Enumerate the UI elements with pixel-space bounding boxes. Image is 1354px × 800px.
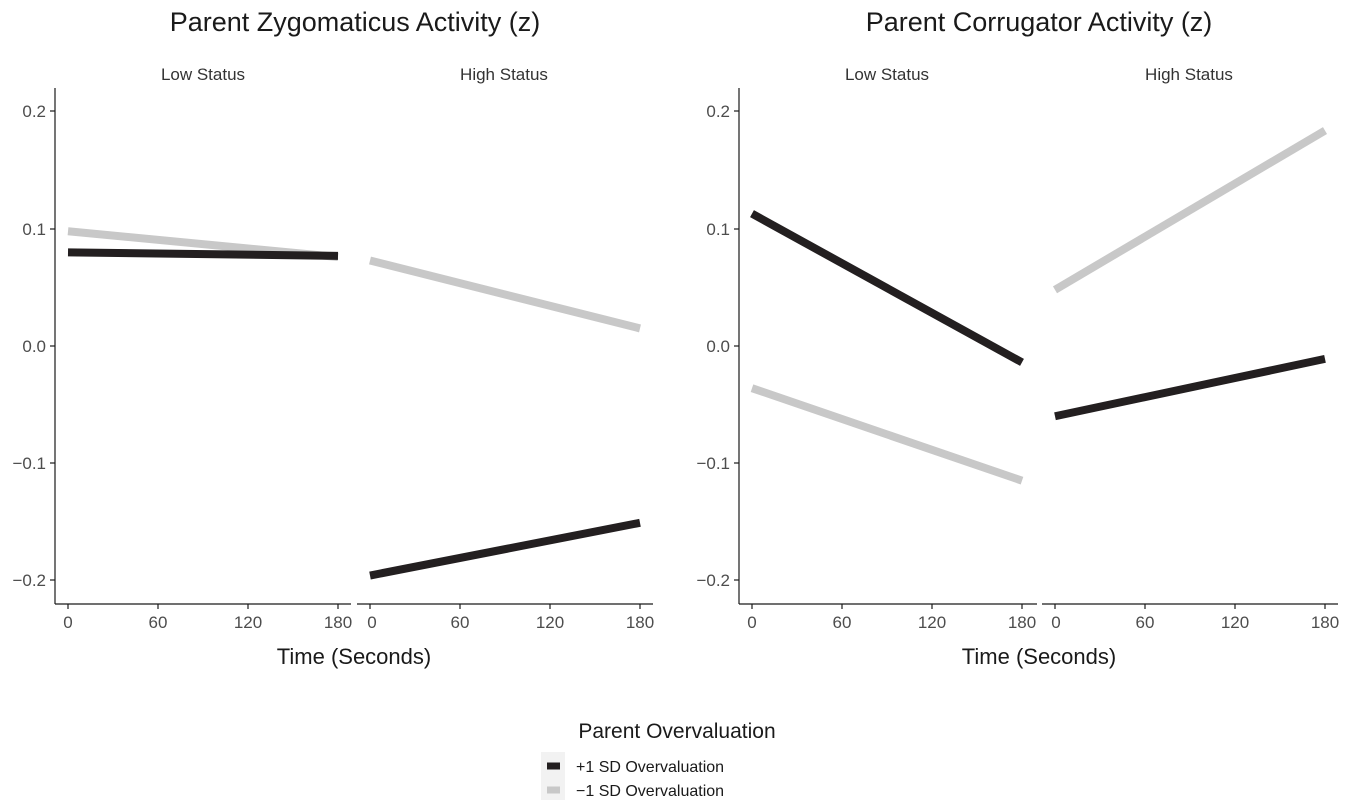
x-tick-label: 60 bbox=[451, 613, 470, 632]
series-line-plus1sd bbox=[369, 518, 641, 580]
y-tick-group: 0.2 0.1 0.0 −0.1 −0.2 bbox=[696, 102, 739, 590]
x-tick-group-high: 0 60 120 180 bbox=[367, 604, 654, 632]
y-tick-label: 0.1 bbox=[706, 220, 730, 239]
y-tick-label: 0.1 bbox=[22, 220, 46, 239]
chart-title: Parent Zygomaticus Activity (z) bbox=[170, 7, 541, 37]
x-tick-label: 0 bbox=[367, 613, 376, 632]
series-line-plus1sd bbox=[1054, 354, 1326, 421]
series-line-minus1sd bbox=[369, 256, 641, 333]
x-tick-label: 180 bbox=[324, 613, 352, 632]
y-tick-label: −0.2 bbox=[12, 571, 46, 590]
facet-label-high-status: High Status bbox=[460, 65, 548, 84]
x-tick-label: 120 bbox=[1221, 613, 1249, 632]
y-tick-group: 0.2 0.1 0.0 −0.1 −0.2 bbox=[12, 102, 55, 590]
x-tick-label: 0 bbox=[1051, 613, 1060, 632]
chart-corrugator: Parent Corrugator Activity (z) Low Statu… bbox=[696, 7, 1339, 669]
facet-label-low-status: Low Status bbox=[161, 65, 245, 84]
x-tick-label: 120 bbox=[918, 613, 946, 632]
y-tick-label: −0.1 bbox=[12, 454, 46, 473]
facet-label-high-status: High Status bbox=[1145, 65, 1233, 84]
chart-zygomaticus: Parent Zygomaticus Activity (z) Low Stat… bbox=[12, 7, 654, 669]
x-axis-label: Time (Seconds) bbox=[277, 644, 431, 669]
y-tick-label: 0.0 bbox=[706, 337, 730, 356]
x-tick-group-low: 0 60 120 180 bbox=[747, 604, 1036, 632]
x-tick-label: 180 bbox=[1311, 613, 1339, 632]
x-tick-label: 60 bbox=[833, 613, 852, 632]
legend-label-plus1sd: +1 SD Overvaluation bbox=[576, 759, 724, 776]
y-tick-label: 0.2 bbox=[22, 102, 46, 121]
x-tick-label: 60 bbox=[149, 613, 168, 632]
x-tick-label: 60 bbox=[1136, 613, 1155, 632]
x-tick-label: 0 bbox=[747, 613, 756, 632]
x-tick-group-low: 0 60 120 180 bbox=[63, 604, 352, 632]
legend: Parent Overvaluation +1 SD Overvaluation… bbox=[541, 720, 776, 800]
facet-label-low-status: Low Status bbox=[845, 65, 929, 84]
x-tick-label: 120 bbox=[536, 613, 564, 632]
x-tick-label: 0 bbox=[63, 613, 72, 632]
series-line-plus1sd bbox=[750, 210, 1024, 366]
x-tick-group-high: 0 60 120 180 bbox=[1051, 604, 1339, 632]
x-tick-label: 120 bbox=[234, 613, 262, 632]
legend-label-minus1sd: −1 SD Overvaluation bbox=[576, 783, 724, 800]
series-line-plus1sd bbox=[67, 248, 339, 260]
series-line-minus1sd bbox=[750, 384, 1024, 485]
y-tick-label: −0.2 bbox=[696, 571, 730, 590]
legend-title: Parent Overvaluation bbox=[578, 720, 775, 743]
x-axis-label: Time (Seconds) bbox=[962, 644, 1116, 669]
y-tick-label: 0.0 bbox=[22, 337, 46, 356]
y-tick-label: −0.1 bbox=[696, 454, 730, 473]
chart-title: Parent Corrugator Activity (z) bbox=[866, 7, 1213, 37]
x-tick-label: 180 bbox=[626, 613, 654, 632]
y-tick-label: 0.2 bbox=[706, 102, 730, 121]
x-tick-label: 180 bbox=[1008, 613, 1036, 632]
series-line-minus1sd bbox=[1052, 127, 1328, 294]
